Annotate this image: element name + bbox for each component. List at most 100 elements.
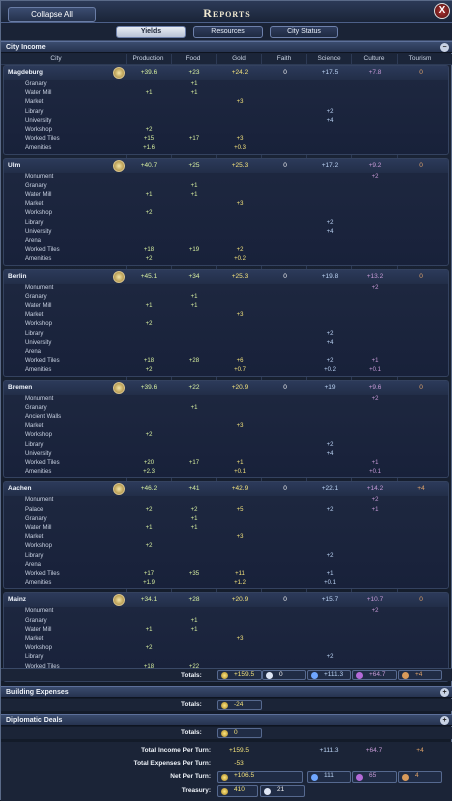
- yield-source-value: +1: [190, 302, 198, 309]
- city-total-value: +9.2: [368, 161, 382, 169]
- city-header-row[interactable]: Berlin +45.1 +34 +25.3 0 +19.8 +13.2 0: [4, 269, 448, 284]
- col-science: Science: [317, 55, 341, 62]
- yield-source-value: +2.3: [143, 469, 155, 476]
- yield-source-label: Granary: [25, 293, 47, 300]
- city-header-row[interactable]: Ulm +40.7 +25 +25.3 0 +17.2 +9.2 0: [4, 158, 448, 173]
- yield-source-label: Market: [25, 635, 44, 642]
- yield-source-label: Monument: [25, 173, 54, 180]
- gold-icon: [221, 774, 228, 781]
- building-expenses-totals: Totals: -24: [1, 699, 452, 711]
- yield-source-value: +4: [326, 339, 334, 346]
- summary-panel: Total Income Per Turn: +159.5 +111.3 +64…: [1, 742, 452, 801]
- tab-bar: Yields Resources City Status: [1, 23, 452, 41]
- city-total-value: 0: [419, 161, 423, 169]
- city-state-icon: [113, 594, 125, 607]
- yield-source-label: Granary: [25, 404, 47, 411]
- yield-source-value: +1: [145, 524, 153, 531]
- yield-source-label: Arena: [25, 561, 42, 568]
- diplomatic-deals-totals: Totals: 0: [1, 727, 452, 739]
- city-header-row[interactable]: Aachen +46.2 +41 +42.9 0 +22.1 +14.2 +4: [4, 482, 448, 497]
- expand-toggle-icon[interactable]: +: [440, 688, 449, 697]
- column-headers: City Production Food Gold Faith Science …: [1, 54, 452, 65]
- city-header-row[interactable]: Magdeburg +39.6 +23 +24.2 0 +17.5 +7.8 0: [4, 66, 448, 80]
- city-name: Bremen: [8, 383, 33, 391]
- city-total-value: 0: [283, 383, 287, 391]
- yield-source-value: +0.7: [234, 367, 246, 374]
- yield-source-label: Water Mill: [25, 191, 52, 198]
- close-button[interactable]: X: [434, 3, 450, 19]
- yield-source-value: +2: [145, 367, 153, 374]
- yield-source-value: +1: [371, 506, 379, 513]
- city-total-value: +46.2: [140, 485, 158, 493]
- yield-source-value: +1: [190, 626, 198, 633]
- yield-source-value: +17: [188, 459, 200, 466]
- city-state-icon: [113, 67, 125, 79]
- yield-source-label: Amenities: [25, 256, 52, 263]
- col-production: Production: [132, 55, 164, 62]
- city-total-value: +15.7: [321, 596, 339, 604]
- tab-yields[interactable]: Yields: [116, 26, 186, 38]
- total-expenses-label: Total Expenses Per Turn:: [133, 760, 211, 767]
- diplomatic-deals-header[interactable]: Diplomatic Deals +: [1, 714, 452, 726]
- city-header-row[interactable]: Bremen +39.6 +22 +20.9 0 +19 +9.6 0: [4, 380, 448, 395]
- yield-source-value: +0.2: [324, 367, 336, 374]
- yield-source-label: Workshop: [25, 432, 52, 439]
- treasury-label: Treasury:: [181, 787, 211, 794]
- gold-icon: [221, 730, 228, 737]
- yield-source-label: Ancient Walls: [25, 413, 62, 420]
- city-total-value: 0: [283, 485, 287, 493]
- yield-source-value: +2: [326, 108, 334, 115]
- city-header-row[interactable]: Mainz +34.1 +28 +20.9 0 +15.7 +10.7 0: [4, 593, 448, 608]
- yield-source-label: Arena: [25, 237, 42, 244]
- expand-toggle-icon[interactable]: +: [440, 716, 449, 725]
- yield-source-value: +5: [236, 506, 244, 513]
- yield-source-value: +2: [145, 506, 153, 513]
- yield-source-label: Worked Tiles: [25, 358, 60, 365]
- city-total-value: +41: [188, 485, 200, 493]
- building-expenses-header[interactable]: Building Expenses +: [1, 686, 452, 698]
- yield-source-value: +2: [326, 441, 334, 448]
- totals-culture: +64.7: [352, 670, 397, 680]
- yield-source-label: Worked Tiles: [25, 247, 60, 254]
- city-name: Ulm: [8, 161, 21, 169]
- yield-source-label: Library: [25, 441, 44, 448]
- tab-city-status[interactable]: City Status: [270, 26, 338, 38]
- city-total-value: 0: [283, 272, 287, 280]
- city-block: Berlin +45.1 +34 +25.3 0 +19.8 +13.2 0 Monument +…: [3, 268, 449, 377]
- science-icon: [311, 672, 318, 679]
- yield-source-value: +22: [188, 663, 200, 670]
- collapse-all-button[interactable]: Collapse All: [8, 7, 96, 22]
- yield-source-value: +3: [236, 534, 244, 541]
- city-total-value: +25.3: [231, 161, 249, 169]
- city-name: Berlin: [8, 272, 27, 280]
- yield-source-value: +2: [190, 506, 198, 513]
- city-total-value: +17.5: [321, 69, 339, 76]
- totals-label: Totals:: [181, 729, 202, 736]
- gold-icon: [221, 702, 228, 709]
- city-total-value: 0: [419, 272, 423, 280]
- city-total-value: +40.7: [140, 161, 158, 169]
- tab-resources[interactable]: Resources: [193, 26, 263, 38]
- city-total-value: +25.3: [231, 272, 249, 280]
- yield-source-value: +11: [235, 570, 245, 577]
- yield-source-label: Worked Tiles: [25, 136, 60, 143]
- yield-source-value: +17: [188, 136, 200, 143]
- window-title: Reports: [203, 6, 251, 20]
- col-faith: Faith: [276, 55, 292, 62]
- yield-source-label: Worked Tiles: [25, 570, 60, 577]
- yield-source-label: Amenities: [25, 145, 52, 152]
- collapse-toggle-icon[interactable]: −: [440, 43, 449, 52]
- city-block: Magdeburg +39.6 +23 +24.2 0 +17.5 +7.8 0 Granary…: [3, 65, 449, 155]
- yield-source-value: +2: [145, 256, 153, 263]
- totals-label: Totals:: [181, 672, 202, 679]
- city-state-icon: [113, 483, 125, 496]
- yield-source-value: +1: [145, 90, 153, 97]
- yield-source-value: +0.1: [369, 469, 381, 476]
- city-income-header[interactable]: City Income −: [1, 41, 452, 53]
- city-total-value: +45.1: [140, 272, 158, 280]
- yield-source-value: +2: [236, 247, 244, 254]
- city-total-value: +13.2: [366, 272, 384, 280]
- yield-source-value: +19: [188, 247, 200, 254]
- yield-source-value: +6: [236, 358, 244, 365]
- net-culture: 65: [352, 771, 397, 783]
